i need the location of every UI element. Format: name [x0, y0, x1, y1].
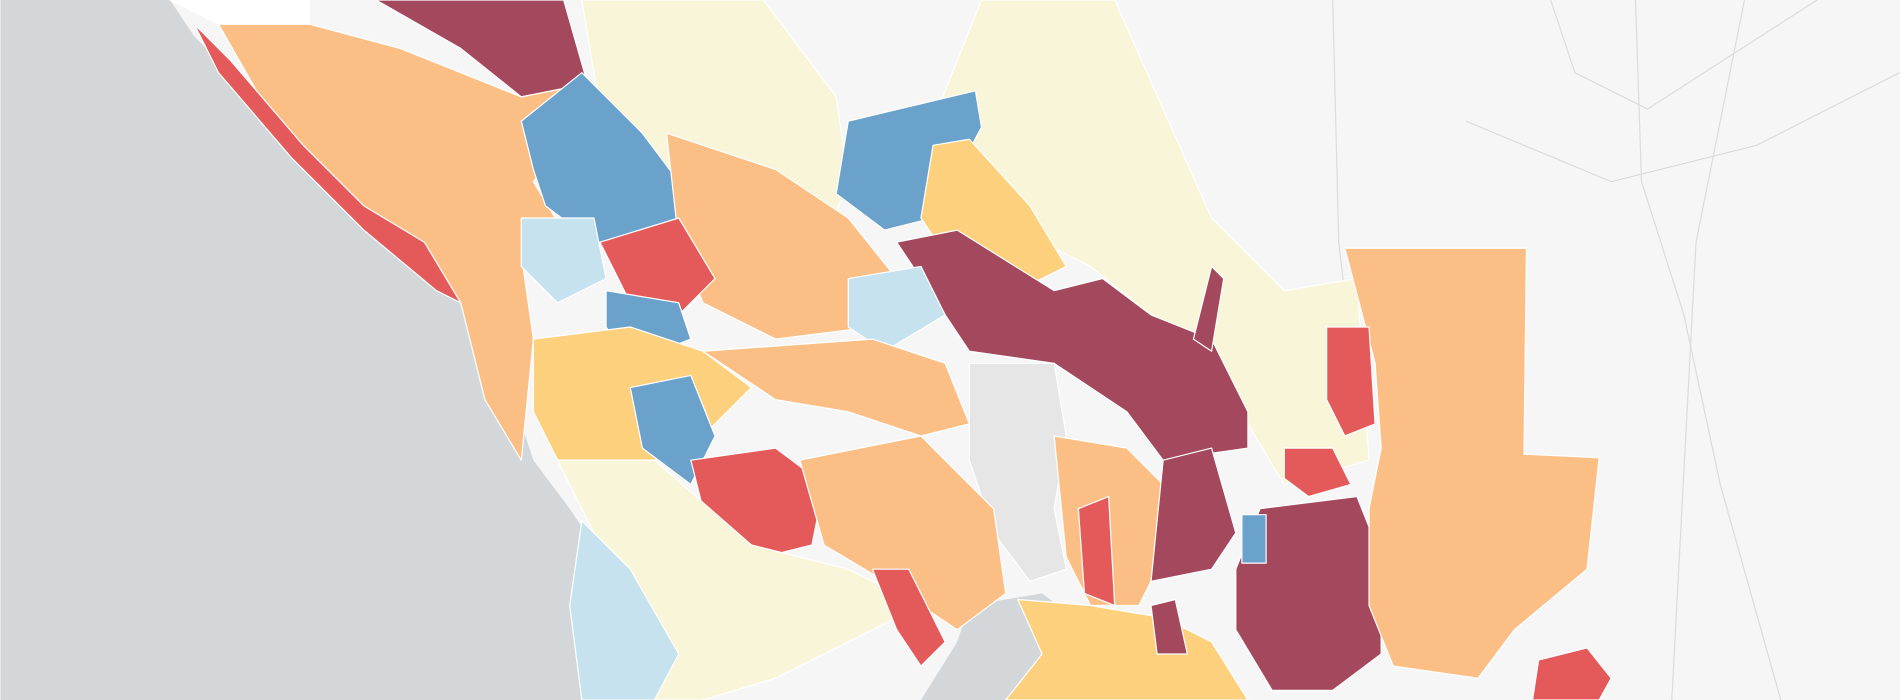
region — [1192, 265, 1225, 352]
region — [896, 229, 1249, 461]
regions — [169, 0, 1612, 700]
region — [1150, 447, 1237, 582]
ocean — [0, 0, 655, 700]
region — [1005, 598, 1249, 700]
road — [1634, 0, 1782, 700]
region — [599, 217, 716, 316]
region — [847, 265, 946, 352]
region — [1077, 495, 1116, 607]
region — [1283, 447, 1352, 498]
region — [871, 568, 946, 667]
region — [569, 520, 680, 700]
road — [1671, 0, 1746, 700]
region — [1150, 598, 1188, 655]
region — [702, 338, 970, 437]
region — [1241, 514, 1267, 564]
road — [1550, 0, 1818, 110]
region — [1531, 647, 1612, 700]
roads — [1332, 0, 1900, 700]
region — [799, 435, 1007, 631]
road — [1465, 72, 1900, 183]
region — [520, 217, 607, 304]
region — [1235, 495, 1382, 691]
region — [193, 23, 462, 304]
region — [1344, 247, 1600, 679]
region — [1326, 326, 1376, 437]
